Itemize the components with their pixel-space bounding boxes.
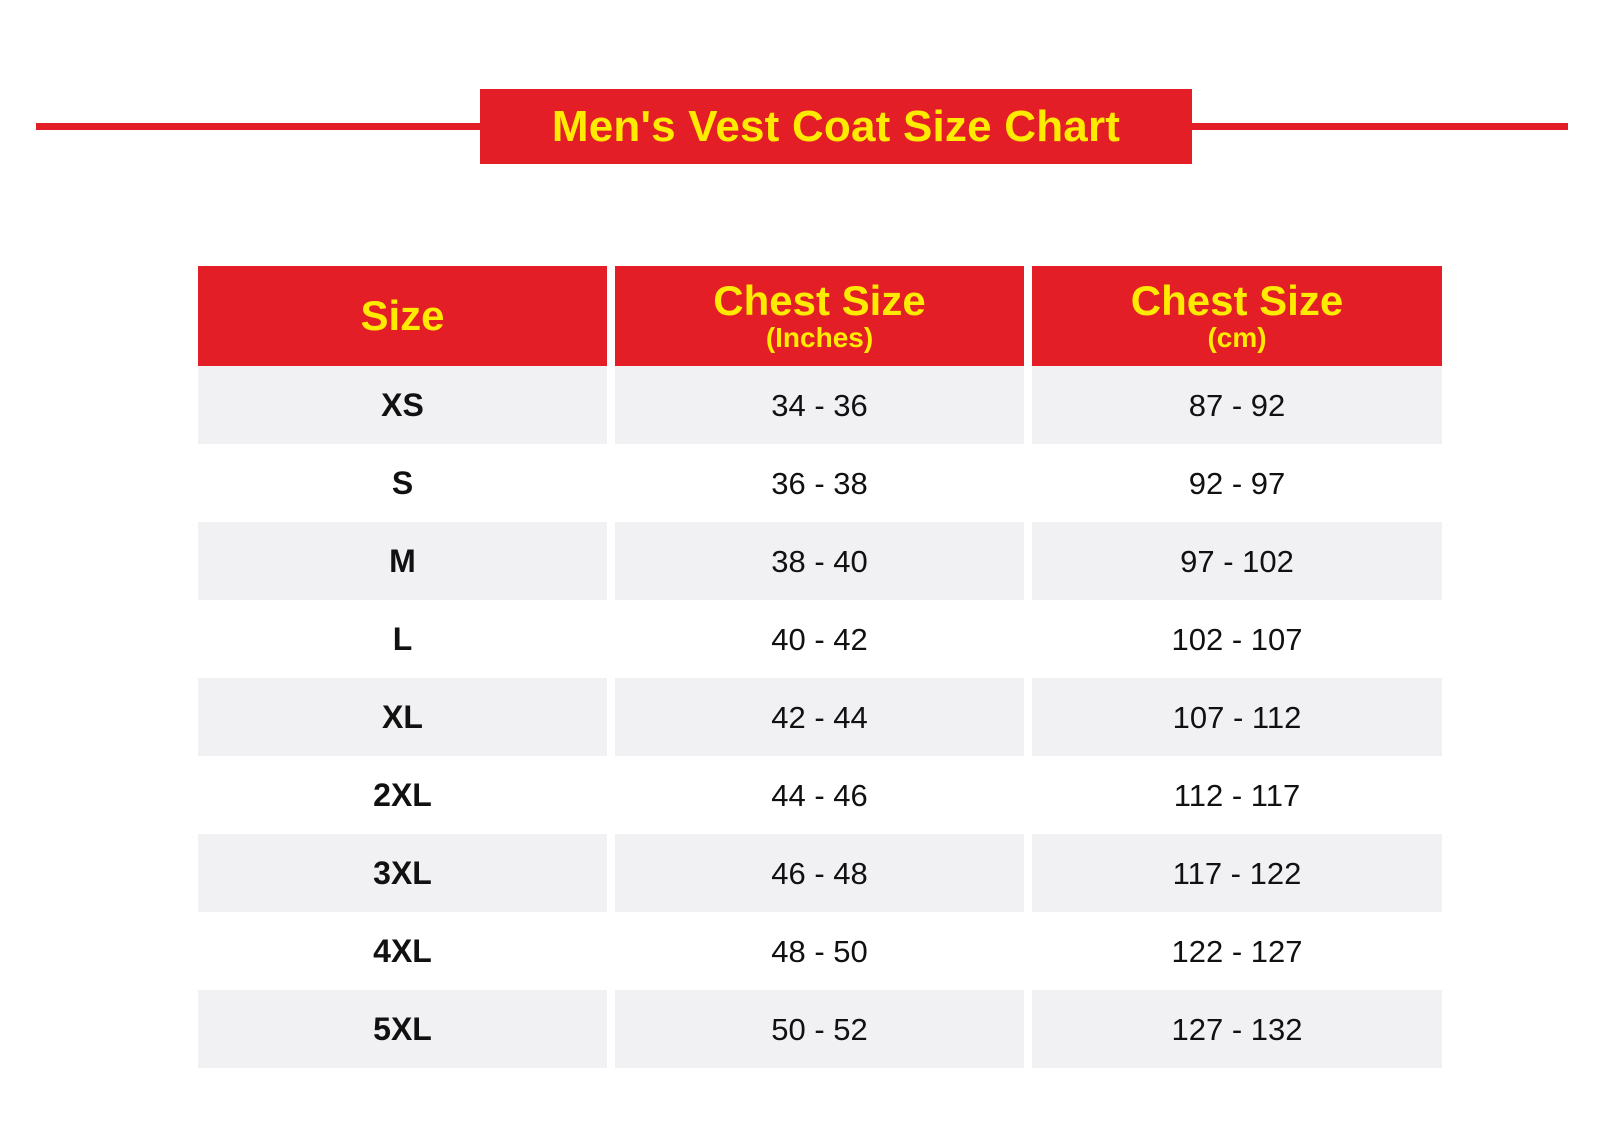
header-label: Chest Size (1130, 276, 1344, 324)
chest-cm-cell: 107 - 112 (1032, 678, 1442, 756)
table-header-chest-inches: Chest Size (Inches) (615, 266, 1024, 366)
chest-cm-cell: 87 - 92 (1032, 366, 1442, 444)
chest-inches-cell: 42 - 44 (615, 678, 1024, 756)
size-cell: L (392, 621, 413, 657)
size-cell: XL (198, 678, 607, 756)
chest-cm-cell: 97 - 102 (1032, 522, 1442, 600)
size-cell: 5XL (198, 990, 607, 1068)
chest-inches-cell: 40 - 42 (771, 621, 868, 657)
size-cell: 4XL (373, 933, 432, 969)
chest-cm-cell: 122 - 127 (1171, 933, 1303, 969)
header-unit: (Inches) (765, 321, 874, 353)
header-label: Chest Size (713, 276, 926, 324)
chest-inches-cell: 46 - 48 (615, 834, 1024, 912)
size-cell: XS (198, 366, 607, 444)
chest-cm-cell: 112 - 117 (1173, 777, 1301, 813)
size-cell: S (391, 465, 414, 501)
size-chart-table: Size Chest Size (Inches) Chest Size (cm)… (198, 266, 1442, 1068)
size-cell: 2XL (373, 777, 432, 813)
header-unit: (cm) (1207, 321, 1267, 353)
size-cell: 3XL (198, 834, 607, 912)
chest-cm-cell: 102 - 107 (1171, 621, 1303, 657)
chest-inches-cell: 50 - 52 (615, 990, 1024, 1068)
chest-cm-cell: 92 - 97 (1188, 465, 1286, 501)
chest-cm-cell: 127 - 132 (1032, 990, 1442, 1068)
table-header-size: Size (198, 266, 607, 366)
chest-inches-cell: 38 - 40 (615, 522, 1024, 600)
chest-cm-cell: 117 - 122 (1032, 834, 1442, 912)
header-label: Size (360, 291, 445, 339)
chest-inches-cell: 48 - 50 (771, 933, 868, 969)
title-banner: Men's Vest Coat Size Chart (480, 89, 1192, 164)
table-header-chest-cm: Chest Size (cm) (1032, 266, 1442, 366)
chest-inches-cell: 36 - 38 (771, 465, 868, 501)
chest-inches-cell: 44 - 46 (771, 777, 868, 813)
page-title: Men's Vest Coat Size Chart (551, 101, 1121, 151)
chest-inches-cell: 34 - 36 (615, 366, 1024, 444)
size-cell: M (198, 522, 607, 600)
